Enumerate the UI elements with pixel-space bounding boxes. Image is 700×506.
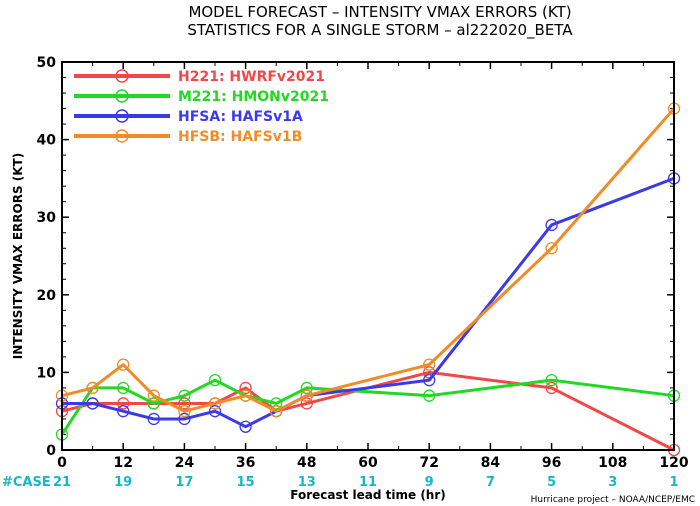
case-count: 21 [53,475,71,490]
x-tick-label: 108 [598,455,627,471]
case-count-label: #CASE [2,475,51,490]
case-count: 15 [237,475,255,490]
case-count: 5 [547,475,556,490]
data-point [178,397,191,410]
data-point [270,397,283,410]
legend-label: HFSB: HAFSv1B [178,129,302,145]
data-point [423,358,436,371]
data-point [117,397,130,410]
x-tick-label: 60 [358,455,378,471]
case-count: 11 [359,475,377,490]
data-point [239,389,252,402]
x-tick-label: 12 [113,455,132,471]
data-point [300,381,313,395]
x-tick-label: 24 [175,455,195,471]
data-point [147,389,160,402]
data-point [208,397,222,410]
legend-marker [115,69,129,83]
x-tick-label: 120 [659,455,688,471]
x-tick-label: 84 [481,455,501,471]
y-tick-label: 30 [37,210,57,226]
y-tick-label: 0 [46,443,56,459]
series-1 [55,374,681,441]
case-count: 17 [175,475,193,490]
data-point [239,381,252,395]
chart-title-line1: MODEL FORECAST – INTENSITY VMAX ERRORS (… [188,3,571,21]
data-point [178,405,191,418]
case-count: 3 [608,475,617,490]
data-point [117,405,130,418]
legend-item: HFSB: HAFSv1B [74,129,302,145]
legend-label: HFSA: HAFSv1A [178,109,303,125]
y-tick-labels: 0 10 20 30 40 50 [37,55,57,459]
data-point [423,374,436,387]
data-point [208,405,222,418]
legend-marker [115,109,129,123]
data-point [300,389,313,402]
legend-item: HFSA: HAFSv1A [74,109,303,125]
chart-title-line2: STATISTICS FOR A SINGLE STORM – al222020… [187,21,573,40]
data-point [178,389,191,402]
x-tick-labels: 0 12 24 36 48 60 72 84 96 108 120 [57,455,689,471]
case-count: 19 [114,475,132,490]
data-point [117,381,130,395]
data-point [239,420,252,433]
case-count: 1 [669,475,678,490]
data-point [545,242,558,255]
credit-text: Hurricane project – NOAA/NCEP/EMC [531,495,695,505]
legend-label: M221: HMONv2021 [178,89,329,105]
legend-item: H221: HWRFv2021 [74,69,325,85]
data-point [545,381,558,395]
legend-label: H221: HWRFv2021 [178,69,325,85]
series-lines [55,102,681,457]
series-3 [55,102,681,418]
case-count: 7 [486,475,495,490]
data-point [545,374,558,387]
data-point [423,389,436,402]
x-tick-label: 96 [542,455,561,471]
y-tick-label: 50 [37,55,57,71]
data-point [300,397,313,410]
data-point [208,374,222,387]
data-point [147,412,160,426]
case-count: 13 [298,475,316,490]
data-point [117,358,130,371]
x-tick-label: 72 [419,455,438,471]
legend: H221: HWRFv2021 M221: HMONv2021 HFSA: HAFS… [74,69,329,145]
data-point [545,218,558,232]
data-point [86,381,99,395]
data-point [147,397,160,410]
x-tick-label: 36 [236,455,255,471]
data-point [178,412,191,426]
data-point [86,397,99,410]
plot-frame [61,61,675,451]
legend-item: M221: HMONv2021 [74,89,329,105]
data-point [270,405,283,418]
legend-marker [115,89,129,103]
x-axis-label: Forecast lead time (hr) [290,488,446,502]
case-count: 9 [425,475,434,490]
y-tick-label: 20 [37,288,57,304]
x-tick-label: 48 [297,455,316,471]
y-tick-label: 40 [37,133,57,149]
y-axis-label: INTENSITY VMAX ERRORS (KT) [11,153,25,359]
x-tick-label: 0 [57,455,67,471]
series-line [61,107,676,413]
case-counts: 21 19 17 15 13 11 9 7 5 3 1 [53,475,679,490]
series-line [62,176,675,429]
y-tick-label: 10 [37,365,57,381]
legend-marker [115,129,129,143]
